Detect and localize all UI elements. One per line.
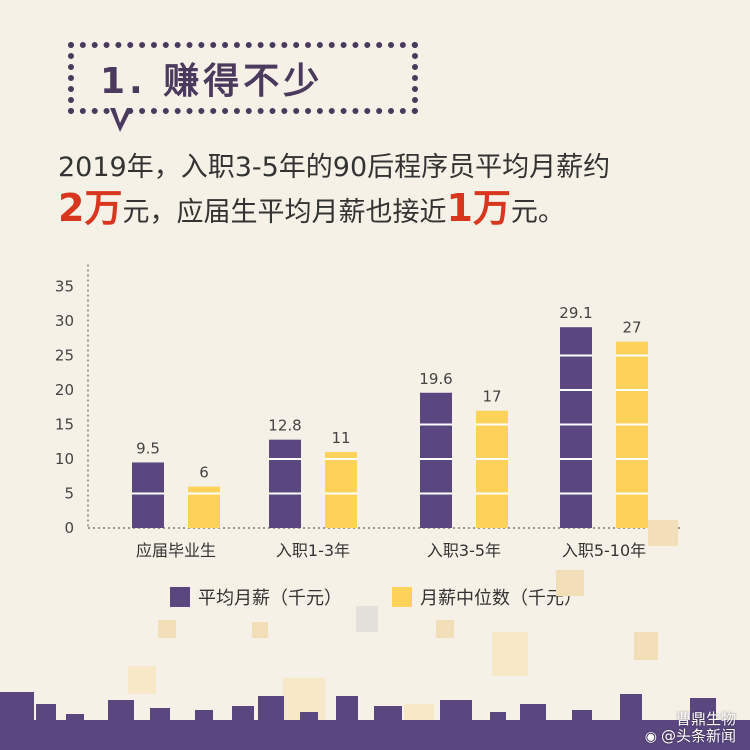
chart-legend: 平均月薪（千元） 月薪中位数（千元） <box>170 584 632 610</box>
bar-average <box>560 327 592 528</box>
watermark-line2: ◉ @头条新闻 <box>645 728 736 746</box>
watermark-line2-text: @头条新闻 <box>660 727 736 745</box>
skyline-block <box>258 696 284 724</box>
bar-median <box>325 452 357 528</box>
headline-line2-end: 元。 <box>510 197 565 228</box>
skyline-block <box>336 696 358 724</box>
y-tick-label: 0 <box>64 519 74 537</box>
data-label: 6 <box>199 464 209 482</box>
deco-square <box>158 620 176 638</box>
y-tick-label: 30 <box>55 312 74 330</box>
y-tick-label: 5 <box>64 485 74 503</box>
deco-square <box>556 570 584 596</box>
headline-highlight-2wan: 2万 <box>58 186 123 230</box>
skyline-block <box>374 706 402 724</box>
footer-band <box>0 720 750 750</box>
headline: 2019年，入职3-5年的90后程序员平均月薪约 2万元，应届生平均月薪也接近1… <box>58 150 610 231</box>
x-tick-label: 入职1-3年 <box>276 541 350 560</box>
legend-swatch-median <box>392 587 412 607</box>
data-label: 29.1 <box>559 304 592 322</box>
deco-square <box>634 632 658 660</box>
data-label: 27 <box>622 319 641 337</box>
skyline-block <box>66 714 84 724</box>
headline-line2-middle: 元，应届生平均月薪也接近 <box>122 197 447 228</box>
legend-label-median: 月薪中位数（千元） <box>420 588 582 609</box>
bar-average <box>420 392 452 528</box>
headline-line1: 2019年，入职3-5年的90后程序员平均月薪约 <box>58 152 611 183</box>
legend-item-median: 月薪中位数（千元） <box>392 584 582 610</box>
headline-line2: 2万元，应届生平均月薪也接近1万元。 <box>58 189 610 231</box>
deco-square <box>128 666 156 694</box>
headline-highlight-1wan: 1万 <box>446 186 511 230</box>
skyline-block <box>36 704 56 724</box>
bar-chart: 0 5 10 15 20 25 30 35 9.5 6 应届毕业生 12.8 11 入职1-3年 19.6 1… <box>55 264 680 560</box>
data-label: 19.6 <box>419 370 452 388</box>
watermark-line1: 曹鼎生物 <box>675 710 736 728</box>
x-tick-label: 入职3-5年 <box>427 541 501 560</box>
y-tick-label: 20 <box>55 381 74 399</box>
data-label: 9.5 <box>136 439 160 457</box>
deco-square <box>436 620 454 638</box>
y-tick-label: 35 <box>55 278 74 296</box>
data-label: 12.8 <box>268 417 301 435</box>
legend-item-average: 平均月薪（千元） <box>170 584 342 610</box>
page-title: 1. 赚得不少 <box>100 61 324 102</box>
title-box-tail-inner <box>115 108 127 123</box>
legend-label-average: 平均月薪（千元） <box>198 588 342 609</box>
bar-average <box>269 439 301 528</box>
title-box: 1. 赚得不少 <box>68 42 418 114</box>
y-tick-label: 10 <box>55 450 74 468</box>
weibo-icon: ◉ <box>644 729 657 745</box>
bar-average <box>132 462 164 528</box>
data-label: 11 <box>331 429 350 447</box>
y-tick-label: 15 <box>55 416 74 434</box>
data-label: 17 <box>482 388 501 406</box>
x-tick-label: 应届毕业生 <box>136 541 216 560</box>
deco-square <box>492 632 528 676</box>
watermark: 曹鼎生物 ◉ @头条新闻 <box>645 711 736 746</box>
deco-square <box>356 606 378 632</box>
x-tick-label: 入职5-10年 <box>562 541 646 560</box>
deco-square <box>648 520 678 546</box>
bar-median <box>476 410 508 528</box>
skyline-block <box>0 692 34 722</box>
skyline-block <box>620 694 642 724</box>
skyline-block <box>232 706 254 724</box>
skyline-block <box>520 704 546 724</box>
bar-median <box>616 341 648 528</box>
y-tick-label: 25 <box>55 347 74 365</box>
deco-square <box>252 622 268 638</box>
legend-swatch-average <box>170 587 190 607</box>
skyline-block <box>690 698 716 724</box>
